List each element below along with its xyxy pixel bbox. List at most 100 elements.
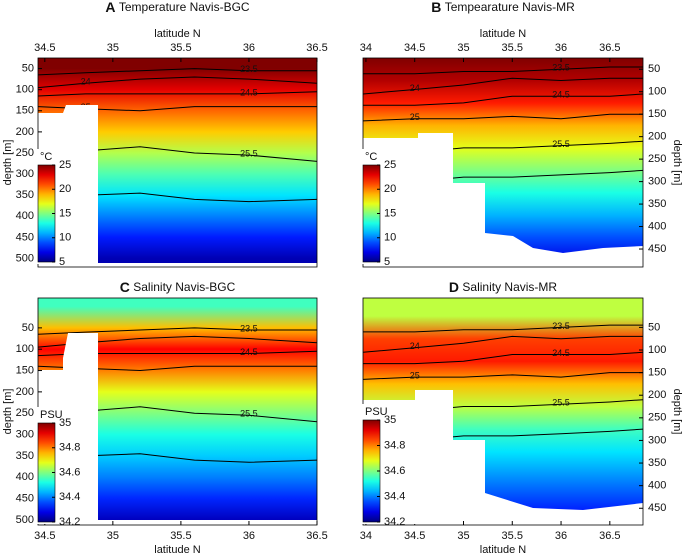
contour-label: 23.5 bbox=[552, 63, 570, 73]
colorbar-tick-label: 34.2 bbox=[384, 516, 405, 528]
y-axis-label: depth [m] bbox=[2, 140, 14, 186]
y-tick-label: 50 bbox=[22, 322, 34, 334]
x-tick-label: 35.5 bbox=[502, 42, 523, 54]
contour-line bbox=[38, 327, 317, 335]
x-tick-label: 36.5 bbox=[306, 42, 327, 54]
y-tick-label: 50 bbox=[648, 63, 660, 75]
y-tick-label: 500 bbox=[16, 252, 34, 264]
y-tick-label: 350 bbox=[648, 198, 666, 210]
colorbar-label: °C bbox=[40, 151, 52, 163]
colorbar-label: PSU bbox=[365, 406, 388, 418]
contour-label: 24.5 bbox=[240, 347, 258, 357]
x-tick-label: 34 bbox=[360, 42, 372, 54]
contour-label: 25 bbox=[410, 371, 420, 381]
x-axis-label: latitude N bbox=[154, 28, 201, 40]
y-tick-label: 150 bbox=[16, 364, 34, 376]
title-text: Tempearature Navis-MR bbox=[445, 0, 575, 14]
x-axis-label: latitude N bbox=[480, 544, 527, 556]
y-tick-label: 350 bbox=[648, 457, 666, 469]
x-tick-label: 36.5 bbox=[599, 530, 620, 542]
contour-label: 25.5 bbox=[240, 409, 258, 419]
y-tick-label: 250 bbox=[648, 153, 666, 165]
y-axis-label: depth [m] bbox=[671, 389, 683, 435]
title-text: Salinity Navis-BGC bbox=[133, 280, 235, 294]
y-tick-label: 450 bbox=[648, 502, 666, 514]
contour-line bbox=[363, 113, 643, 122]
y-tick-label: 250 bbox=[16, 407, 34, 419]
title-text: Salinity Navis-MR bbox=[462, 280, 557, 294]
x-tick-label: 35.5 bbox=[502, 530, 523, 542]
colorbar-tick-label: 34.8 bbox=[59, 442, 80, 454]
colorbar-tick-label: 35 bbox=[384, 414, 396, 426]
y-tick-label: 100 bbox=[648, 86, 666, 98]
contour-label: 23.5 bbox=[240, 323, 258, 333]
colorbar-tick-label: 34.4 bbox=[59, 491, 80, 503]
y-tick-label: 300 bbox=[16, 428, 34, 440]
contour-label: 24.5 bbox=[552, 90, 570, 100]
y-tick-label: 200 bbox=[16, 386, 34, 398]
x-tick-label: 36 bbox=[243, 530, 255, 542]
colorbar-tick-label: 34.6 bbox=[59, 466, 80, 478]
contour-line bbox=[363, 335, 643, 353]
x-tick-label: 35 bbox=[457, 42, 469, 54]
colorbar-tick-label: 34.8 bbox=[384, 439, 405, 451]
panel-letter: C bbox=[120, 279, 130, 295]
contour-label: 25.5 bbox=[552, 398, 570, 408]
contour-line bbox=[363, 351, 643, 365]
y-tick-label: 300 bbox=[648, 434, 666, 446]
y-tick-label: 200 bbox=[648, 131, 666, 143]
panel-letter: B bbox=[431, 0, 441, 15]
colorbar-tick-label: 5 bbox=[59, 256, 65, 268]
x-tick-label: 36 bbox=[555, 42, 567, 54]
colorbar-tick-label: 34.4 bbox=[384, 490, 405, 502]
y-tick-label: 350 bbox=[16, 189, 34, 201]
x-tick-label: 34.5 bbox=[404, 42, 425, 54]
colorbar-tick-label: 25 bbox=[59, 159, 71, 171]
y-axis-label: depth [m] bbox=[671, 140, 683, 186]
contour-label: 24 bbox=[410, 341, 420, 351]
y-tick-label: 150 bbox=[16, 105, 34, 117]
contour-line bbox=[38, 68, 317, 76]
x-tick-label: 34.5 bbox=[404, 530, 425, 542]
contour-line bbox=[363, 324, 643, 333]
colorbar-tick-label: 10 bbox=[59, 232, 71, 244]
y-tick-label: 300 bbox=[648, 176, 666, 188]
y-tick-label: 500 bbox=[16, 514, 34, 526]
y-tick-label: 200 bbox=[648, 389, 666, 401]
no-data-mask bbox=[363, 133, 643, 267]
colorbar-tick-label: 20 bbox=[59, 183, 71, 195]
colorbar-tick-label: 20 bbox=[384, 183, 396, 195]
no-data-mask bbox=[363, 390, 643, 525]
y-tick-label: 150 bbox=[648, 367, 666, 379]
x-tick-label: 36.5 bbox=[306, 530, 327, 542]
y-tick-label: 100 bbox=[16, 343, 34, 355]
y-tick-label: 450 bbox=[16, 492, 34, 504]
x-tick-label: 34.5 bbox=[34, 530, 55, 542]
contour-label: 24.5 bbox=[552, 348, 570, 358]
y-tick-label: 200 bbox=[16, 126, 34, 138]
y-axis-label: depth [m] bbox=[2, 389, 14, 435]
panel-title: B Tempearature Navis-MR bbox=[431, 0, 575, 15]
title-text: Temperature Navis-BGC bbox=[119, 0, 250, 14]
contour-label: 25.5 bbox=[552, 139, 570, 149]
y-tick-label: 100 bbox=[648, 344, 666, 356]
y-tick-label: 400 bbox=[648, 220, 666, 232]
y-tick-label: 450 bbox=[16, 231, 34, 243]
panel-letter: A bbox=[105, 0, 115, 15]
colorbar-tick-label: 15 bbox=[59, 207, 71, 219]
contour-label: 24 bbox=[81, 77, 91, 87]
contour-line bbox=[38, 76, 317, 89]
contour-label: 25.5 bbox=[240, 148, 258, 158]
panel-title: A Temperature Navis-BGC bbox=[105, 0, 250, 15]
y-tick-label: 250 bbox=[648, 412, 666, 424]
x-tick-label: 35.5 bbox=[170, 42, 191, 54]
y-tick-label: 400 bbox=[16, 210, 34, 222]
colorbar-tick-label: 34.2 bbox=[59, 516, 80, 528]
y-tick-label: 50 bbox=[22, 62, 34, 74]
colorbar-tick-label: 25 bbox=[384, 159, 396, 171]
contour-label: 24 bbox=[410, 83, 420, 93]
x-tick-label: 36.5 bbox=[599, 42, 620, 54]
colorbar-tick-label: 5 bbox=[384, 256, 390, 268]
